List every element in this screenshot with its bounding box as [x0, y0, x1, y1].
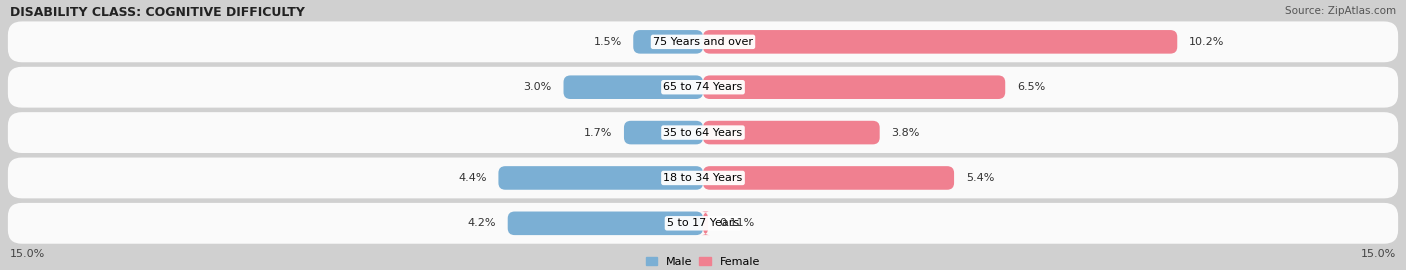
Text: 5 to 17 Years: 5 to 17 Years	[666, 218, 740, 228]
FancyBboxPatch shape	[508, 211, 703, 235]
Text: DISABILITY CLASS: COGNITIVE DIFFICULTY: DISABILITY CLASS: COGNITIVE DIFFICULTY	[10, 6, 305, 19]
FancyBboxPatch shape	[703, 166, 955, 190]
Text: 75 Years and over: 75 Years and over	[652, 37, 754, 47]
FancyBboxPatch shape	[8, 112, 1398, 153]
FancyBboxPatch shape	[498, 166, 703, 190]
FancyBboxPatch shape	[8, 157, 1398, 198]
Text: 6.5%: 6.5%	[1017, 82, 1045, 92]
FancyBboxPatch shape	[703, 75, 1005, 99]
Text: 15.0%: 15.0%	[10, 249, 45, 259]
Legend: Male, Female: Male, Female	[647, 257, 759, 267]
Text: 4.4%: 4.4%	[458, 173, 486, 183]
Text: 15.0%: 15.0%	[1361, 249, 1396, 259]
FancyBboxPatch shape	[703, 30, 1177, 54]
FancyBboxPatch shape	[624, 121, 703, 144]
Text: 3.0%: 3.0%	[523, 82, 553, 92]
Text: 65 to 74 Years: 65 to 74 Years	[664, 82, 742, 92]
FancyBboxPatch shape	[8, 21, 1398, 62]
FancyBboxPatch shape	[702, 211, 710, 235]
FancyBboxPatch shape	[8, 203, 1398, 244]
Text: 1.7%: 1.7%	[583, 128, 613, 138]
Text: 1.5%: 1.5%	[593, 37, 621, 47]
Text: 5.4%: 5.4%	[966, 173, 994, 183]
Text: 4.2%: 4.2%	[468, 218, 496, 228]
Text: 0.11%: 0.11%	[720, 218, 755, 228]
FancyBboxPatch shape	[703, 121, 880, 144]
FancyBboxPatch shape	[564, 75, 703, 99]
Text: 18 to 34 Years: 18 to 34 Years	[664, 173, 742, 183]
Text: 3.8%: 3.8%	[891, 128, 920, 138]
Text: 10.2%: 10.2%	[1189, 37, 1225, 47]
FancyBboxPatch shape	[8, 67, 1398, 108]
Text: 35 to 64 Years: 35 to 64 Years	[664, 128, 742, 138]
Text: Source: ZipAtlas.com: Source: ZipAtlas.com	[1285, 6, 1396, 16]
FancyBboxPatch shape	[633, 30, 703, 54]
